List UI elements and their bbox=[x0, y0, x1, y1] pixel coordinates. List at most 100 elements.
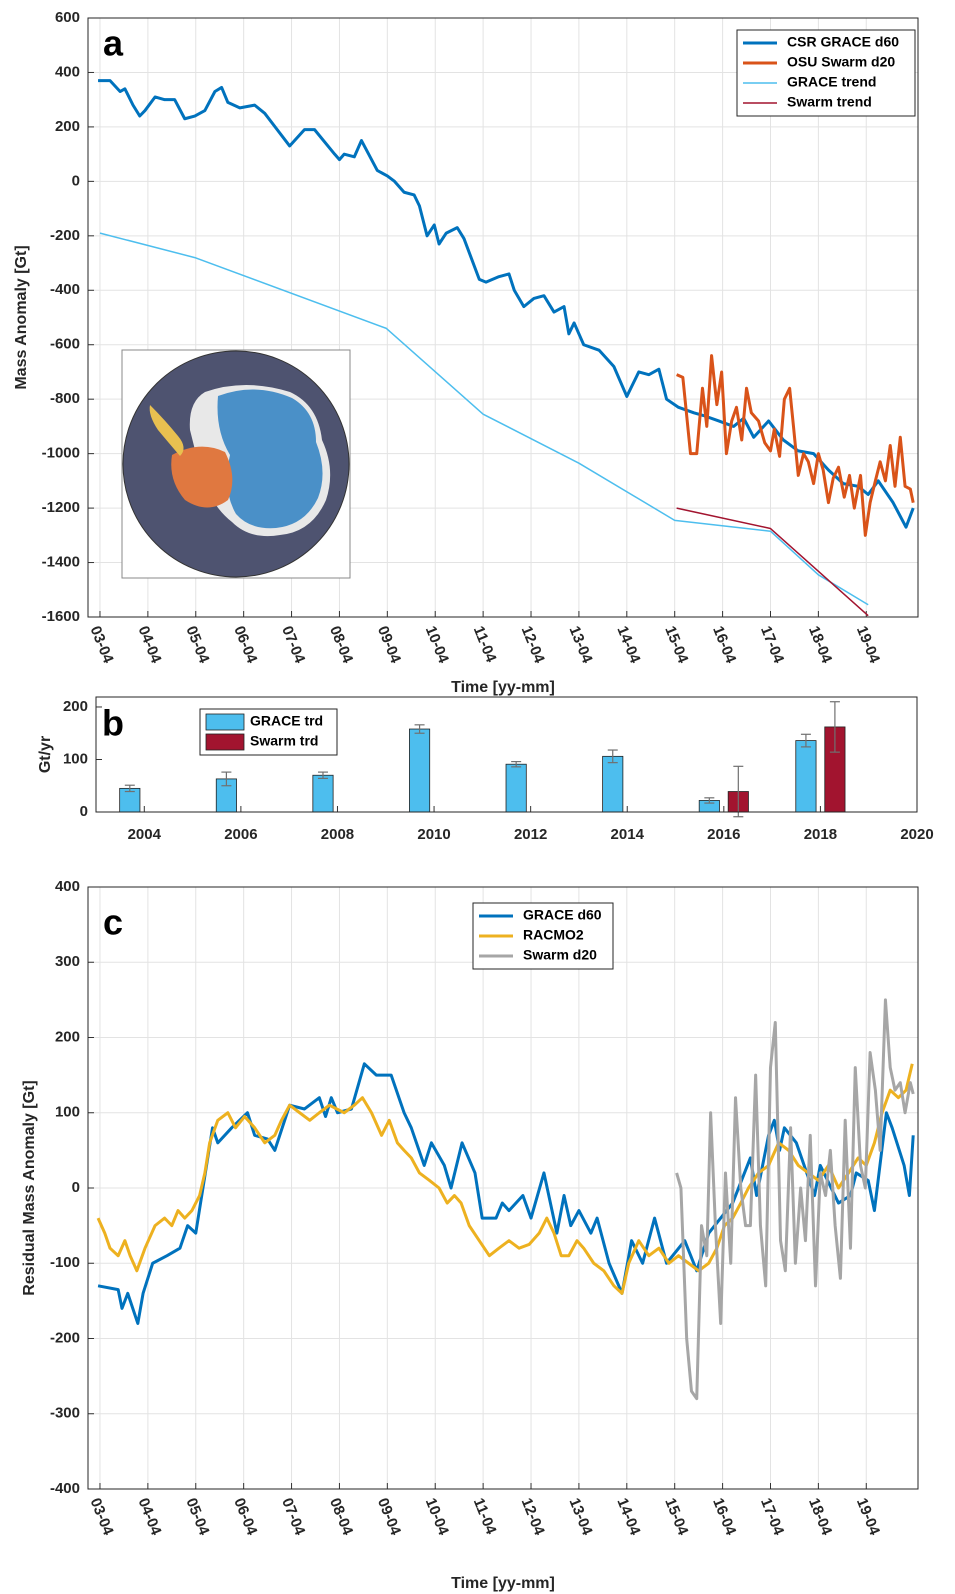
legend-label: GRACE trd bbox=[250, 713, 323, 729]
x-axis-label: Time [yy-mm] bbox=[451, 1575, 555, 1592]
x-tick-label: 16-04 bbox=[709, 1496, 739, 1539]
x-tick-label: 19-04 bbox=[853, 1496, 883, 1539]
x-tick-label: 15-04 bbox=[661, 624, 691, 667]
y-tick-label: -100 bbox=[50, 1254, 80, 1271]
x-tick-label: 18-04 bbox=[805, 1496, 835, 1539]
x-tick-label: 11-04 bbox=[470, 624, 500, 666]
y-tick-label: -1000 bbox=[42, 445, 80, 462]
panel-label: a bbox=[103, 23, 124, 64]
x-tick-label: 13-04 bbox=[566, 1496, 596, 1539]
legend: GRACE trd Swarm trd bbox=[199, 708, 338, 756]
x-tick-label: 2016 bbox=[707, 826, 740, 843]
y-tick-label: 400 bbox=[55, 878, 80, 895]
bar bbox=[409, 728, 431, 813]
series-line bbox=[675, 998, 915, 1401]
error-bar bbox=[800, 733, 811, 748]
bar bbox=[505, 763, 527, 813]
y-tick-label: 200 bbox=[55, 118, 80, 135]
plot-frame bbox=[87, 886, 919, 1490]
x-tick-label: 2014 bbox=[611, 826, 645, 843]
x-tick-label: 10-04 bbox=[422, 624, 452, 667]
data-layer bbox=[119, 701, 846, 818]
y-tick-label: 600 bbox=[55, 9, 80, 26]
x-tick-label: 15-04 bbox=[661, 1496, 691, 1539]
legend-label: Swarm trend bbox=[787, 94, 872, 110]
x-tick-label: 04-04 bbox=[134, 624, 164, 667]
y-tick-label: 0 bbox=[72, 1179, 80, 1196]
legend-label: OSU Swarm d20 bbox=[787, 54, 895, 70]
series-line bbox=[98, 79, 915, 529]
y-axis-label: Gt/yr bbox=[37, 736, 54, 773]
x-tick-label: 2004 bbox=[128, 826, 162, 843]
y-tick-label: 0 bbox=[72, 172, 80, 189]
panel-0: -1600 -1400 -1200 -1000 -800 -600 -400 -200 0 200… bbox=[13, 9, 919, 696]
y-tick-label: -400 bbox=[50, 1480, 80, 1497]
error-bar bbox=[733, 765, 744, 818]
panel-1: 0 100 200 2004 2006 2008 2010 2012 2014 2016 2018 2… bbox=[37, 696, 934, 843]
x-tick-label: 05-04 bbox=[182, 624, 212, 667]
legend-swatch bbox=[205, 713, 245, 731]
inset-peninsula bbox=[149, 405, 184, 456]
y-tick-label: 300 bbox=[55, 953, 80, 970]
x-tick-label: 2006 bbox=[224, 826, 257, 843]
panel-label: b bbox=[102, 703, 124, 744]
x-tick-label: 04-04 bbox=[134, 1496, 164, 1539]
x-tick-label: 08-04 bbox=[326, 624, 356, 667]
x-tick-label: 2010 bbox=[417, 826, 450, 843]
x-tick-label: 07-04 bbox=[278, 1496, 308, 1539]
series-line bbox=[96, 1063, 914, 1295]
plot-frame bbox=[87, 17, 919, 618]
inset-east-basin bbox=[217, 389, 323, 529]
error-bar bbox=[124, 784, 135, 793]
legend-label: Swarm trd bbox=[250, 733, 318, 749]
y-tick-label: -1200 bbox=[42, 499, 80, 516]
y-tick-label: -1600 bbox=[42, 608, 80, 625]
x-tick-label: 06-04 bbox=[230, 624, 260, 667]
x-tick-label: 12-04 bbox=[518, 624, 548, 667]
x-tick-label: 14-04 bbox=[613, 624, 643, 667]
x-tick-label: 19-04 bbox=[853, 624, 883, 667]
bar bbox=[602, 755, 624, 813]
y-tick-label: -400 bbox=[50, 281, 80, 298]
x-tick-label: 14-04 bbox=[613, 1496, 643, 1539]
series-line bbox=[676, 507, 869, 617]
series-line bbox=[676, 354, 915, 537]
y-tick-label: -200 bbox=[50, 1329, 80, 1346]
x-tick-label: 13-04 bbox=[566, 624, 596, 667]
y-tick-label: 100 bbox=[63, 750, 88, 767]
x-tick-label: 18-04 bbox=[805, 624, 835, 667]
legend: GRACE d60 RACMO2 Swarm d20 bbox=[472, 902, 614, 970]
y-tick-label: 200 bbox=[63, 698, 88, 715]
legend-label: Swarm d20 bbox=[523, 947, 597, 963]
legend-label: RACMO2 bbox=[523, 927, 584, 943]
y-tick-label: 400 bbox=[55, 63, 80, 80]
x-tick-label: 2008 bbox=[321, 826, 354, 843]
y-axis-label: Residual Mass Anomaly [Gt] bbox=[21, 1080, 38, 1295]
error-bar bbox=[704, 797, 715, 804]
y-tick-label: 200 bbox=[55, 1028, 80, 1045]
x-tick-label: 16-04 bbox=[709, 624, 739, 667]
y-tick-label: -600 bbox=[50, 336, 80, 353]
y-tick-label: 100 bbox=[55, 1104, 80, 1121]
panel-label: c bbox=[103, 902, 123, 943]
y-axis-label: Mass Anomaly [Gt] bbox=[13, 245, 30, 389]
plot-frame bbox=[95, 696, 918, 813]
antarctica-map-inset bbox=[121, 349, 351, 579]
y-tick-label: -300 bbox=[50, 1405, 80, 1422]
x-tick-label: 05-04 bbox=[182, 1496, 212, 1539]
x-tick-label: 07-04 bbox=[278, 624, 308, 667]
panel-2: -400 -300 -200 -100 0 100 200 300 400 03-04 04-04 0… bbox=[21, 878, 919, 1592]
x-tick-label: 2012 bbox=[514, 826, 547, 843]
x-axis-label: Time [yy-mm] bbox=[451, 679, 555, 696]
x-tick-label: 03-04 bbox=[87, 624, 117, 667]
x-tick-label: 06-04 bbox=[230, 1496, 260, 1539]
data-layer bbox=[96, 998, 915, 1401]
error-bar bbox=[317, 771, 328, 779]
error-bar bbox=[607, 749, 618, 764]
x-tick-label: 2020 bbox=[900, 826, 933, 843]
y-tick-label: 0 bbox=[80, 803, 88, 820]
x-tick-label: 10-04 bbox=[422, 1496, 452, 1539]
x-tick-label: 17-04 bbox=[757, 1496, 787, 1539]
x-tick-label: 12-04 bbox=[518, 1496, 548, 1539]
